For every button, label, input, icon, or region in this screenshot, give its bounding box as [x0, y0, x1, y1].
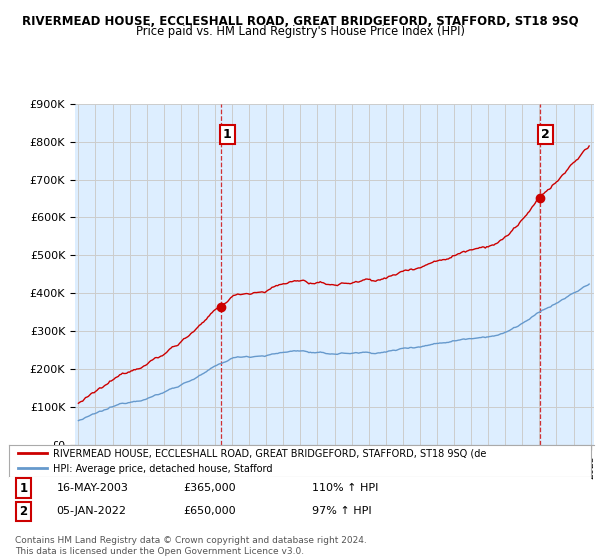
- Text: RIVERMEAD HOUSE, ECCLESHALL ROAD, GREAT BRIDGEFORD, STAFFORD, ST18 9SQ (de: RIVERMEAD HOUSE, ECCLESHALL ROAD, GREAT …: [53, 449, 486, 459]
- Text: 97% ↑ HPI: 97% ↑ HPI: [311, 506, 371, 516]
- Text: 2: 2: [19, 505, 28, 518]
- Text: 16-MAY-2003: 16-MAY-2003: [57, 483, 128, 493]
- Text: £650,000: £650,000: [184, 506, 236, 516]
- Text: 2: 2: [541, 128, 550, 141]
- Text: Contains HM Land Registry data © Crown copyright and database right 2024.: Contains HM Land Registry data © Crown c…: [15, 536, 367, 545]
- Text: 110% ↑ HPI: 110% ↑ HPI: [311, 483, 378, 493]
- Text: 05-JAN-2022: 05-JAN-2022: [57, 506, 127, 516]
- Text: Price paid vs. HM Land Registry's House Price Index (HPI): Price paid vs. HM Land Registry's House …: [136, 25, 464, 38]
- Text: HPI: Average price, detached house, Stafford: HPI: Average price, detached house, Staf…: [53, 464, 272, 474]
- Text: RIVERMEAD HOUSE, ECCLESHALL ROAD, GREAT BRIDGEFORD, STAFFORD, ST18 9SQ: RIVERMEAD HOUSE, ECCLESHALL ROAD, GREAT …: [22, 15, 578, 28]
- Text: This data is licensed under the Open Government Licence v3.0.: This data is licensed under the Open Gov…: [15, 547, 304, 556]
- Text: 1: 1: [223, 128, 232, 141]
- Text: £365,000: £365,000: [184, 483, 236, 493]
- Text: 1: 1: [19, 482, 28, 494]
